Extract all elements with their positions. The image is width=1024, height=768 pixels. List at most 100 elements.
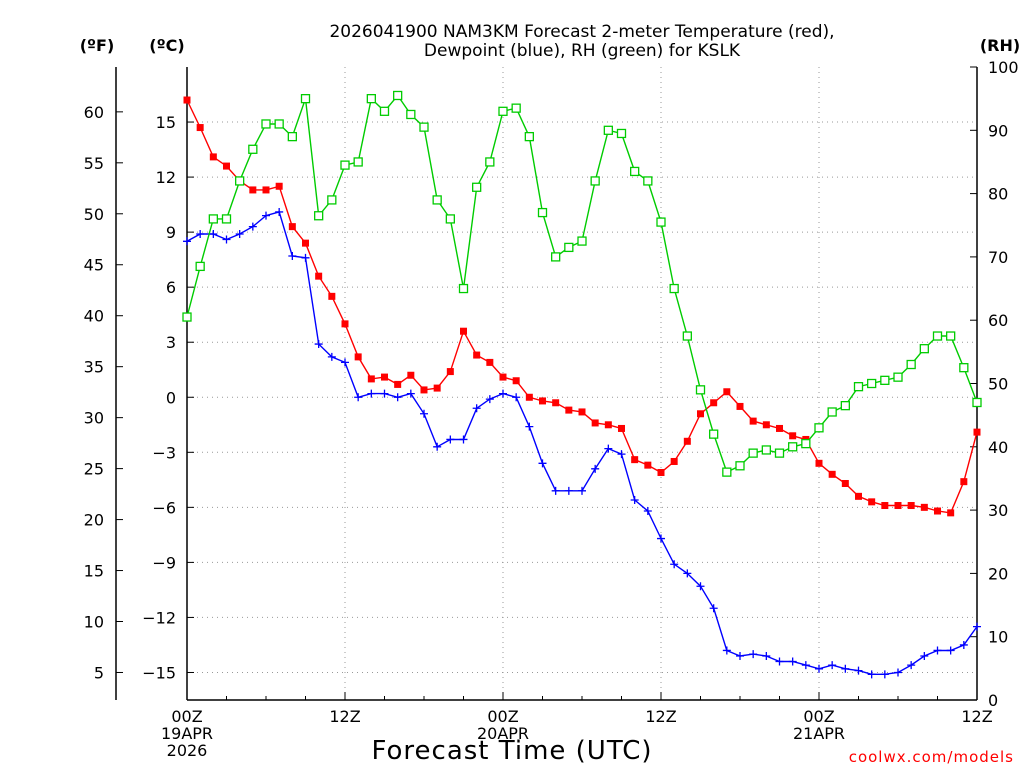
temperature-point — [841, 479, 849, 487]
temperature-point — [183, 96, 191, 104]
temperature-point — [868, 498, 876, 506]
rh-point — [537, 207, 548, 218]
dewpoint-point — [235, 229, 244, 238]
dewpoint-point — [828, 661, 837, 670]
fahrenheit-tick-label: 55 — [84, 154, 104, 173]
rh-tick-label: 60 — [988, 311, 1008, 330]
dewpoint-point — [564, 486, 573, 495]
rh-point — [853, 382, 864, 392]
x-tick-label: 20APR — [477, 724, 529, 743]
dewpoint-point — [788, 657, 797, 666]
temperature-point — [920, 503, 928, 511]
temperature-point — [934, 507, 941, 515]
fahrenheit-tick-label: 20 — [84, 511, 104, 530]
dewpoint-point — [288, 251, 297, 260]
temperature-point — [262, 186, 270, 194]
rh-point — [616, 128, 627, 139]
dewpoint-point — [183, 237, 191, 246]
axis-layer — [115, 66, 978, 701]
dewpoint-point — [380, 389, 389, 398]
credit-text: coolwx.com/models — [849, 748, 1014, 766]
rh-point — [893, 372, 903, 382]
temperature-point — [473, 351, 481, 359]
rh-point — [603, 125, 613, 135]
temperature-point — [683, 437, 691, 445]
temperature-point — [367, 375, 375, 383]
rh-tick-label: 70 — [988, 248, 1008, 267]
rh-point — [735, 461, 745, 471]
dewpoint-point — [867, 670, 876, 679]
temperature-point — [894, 502, 902, 510]
fahrenheit-tick-label: 25 — [84, 460, 104, 479]
temperature-point — [710, 399, 718, 407]
dewpoint-point — [433, 442, 442, 451]
celsius-tick-label: 15 — [156, 113, 176, 132]
rh-point — [472, 182, 482, 192]
temperature-point — [736, 402, 744, 410]
rh-point — [353, 157, 363, 167]
celsius-tick-label: −6 — [152, 498, 176, 517]
temperature-point — [302, 239, 309, 247]
dewpoint-point — [643, 507, 652, 516]
rh-point — [340, 160, 350, 170]
temperature-point — [657, 468, 665, 476]
rh-units-label: (RH) — [980, 36, 1020, 55]
fahrenheit-tick-label: 35 — [84, 358, 104, 377]
dewpoint-point — [722, 646, 731, 655]
temperature-point — [644, 461, 652, 469]
dewpoint-point — [367, 389, 376, 398]
rh-point — [682, 331, 692, 341]
temperature-point — [420, 386, 428, 394]
rh-point — [709, 429, 719, 439]
rh-point — [300, 94, 311, 104]
rh-point — [669, 283, 679, 294]
rh-point — [419, 122, 429, 132]
rh-point — [511, 103, 521, 113]
dewpoint-point — [973, 622, 981, 631]
temperature-point — [223, 162, 230, 170]
temperature-point — [578, 408, 586, 416]
temperature-point — [460, 327, 467, 335]
dewpoint-point — [314, 340, 323, 349]
fahrenheit-tick-label: 5 — [94, 663, 104, 682]
temperature-line — [186, 99, 978, 514]
rh-point — [630, 166, 640, 177]
rh-point — [919, 344, 929, 354]
rh-tick-label: 30 — [988, 501, 1008, 520]
rh-point — [182, 312, 192, 322]
dewpoint-point — [248, 222, 257, 231]
fahrenheit-tick-label: 60 — [84, 103, 104, 122]
temperature-point — [815, 459, 823, 467]
chart-title-line-2: Dewpoint (blue), RH (green) for KSLK — [424, 41, 741, 61]
rh-point — [946, 331, 956, 341]
dewpoint-point — [946, 646, 955, 655]
rh-point — [880, 375, 890, 385]
temperature-point — [341, 320, 349, 328]
rh-point — [248, 144, 258, 154]
rh-tick-label: 20 — [988, 564, 1008, 583]
fahrenheit-tick-label: 30 — [84, 409, 104, 428]
temperature-point — [433, 384, 441, 392]
fahrenheit-tick-label: 40 — [84, 307, 104, 326]
rh-point — [314, 211, 324, 221]
rh-point — [235, 176, 245, 186]
dewpoint-point — [275, 207, 284, 216]
temperature-point — [960, 478, 968, 486]
x-tick-label: 00Z — [487, 707, 518, 726]
dewpoint-point — [262, 211, 270, 220]
dewpoint-point — [630, 496, 639, 505]
rh-point — [761, 445, 771, 455]
rh-point — [695, 385, 706, 395]
temperature-point — [789, 432, 797, 440]
rh-point — [221, 214, 232, 224]
dewpoint-point — [815, 664, 823, 673]
rh-tick-label: 80 — [988, 185, 1008, 204]
dewpoint-point — [196, 229, 205, 238]
temperature-point — [196, 124, 204, 132]
x-tick-label: 21APR — [793, 724, 845, 743]
dewpoint-point — [920, 651, 929, 660]
fahrenheit-tick-label: 10 — [84, 613, 104, 632]
rh-point — [564, 242, 574, 253]
dewpoint-point — [880, 670, 889, 679]
